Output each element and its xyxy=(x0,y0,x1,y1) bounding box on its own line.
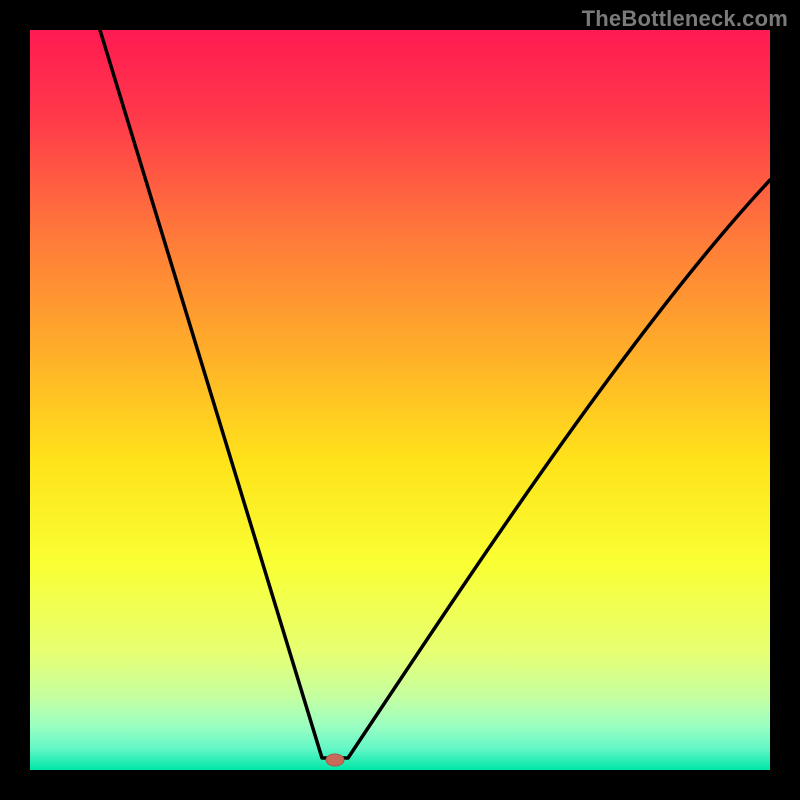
chart-svg xyxy=(30,30,770,770)
trough-marker xyxy=(326,754,344,766)
watermark-text: TheBottleneck.com xyxy=(582,6,788,32)
chart-frame: TheBottleneck.com xyxy=(0,0,800,800)
gradient-background xyxy=(30,30,770,770)
plot-area xyxy=(30,30,770,770)
